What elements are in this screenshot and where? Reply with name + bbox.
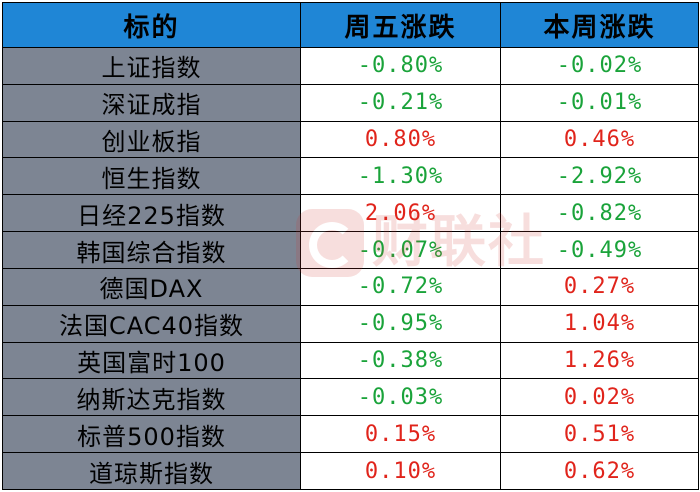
table-row: 英国富时100 -0.38% 1.26% — [2, 341, 699, 380]
table-row: 韩国综合指数 -0.07% -0.49% — [2, 231, 699, 269]
instrument-name: 德国DAX — [2, 267, 301, 306]
header-week-change: 本周涨跌 — [500, 2, 699, 48]
table-row: 道琼斯指数 0.10% 0.62% — [2, 452, 699, 490]
friday-change-value: -0.95% — [300, 304, 501, 343]
week-change-value: 0.46% — [500, 120, 699, 159]
week-change-value: 1.26% — [500, 341, 699, 380]
header-friday-change: 周五涨跌 — [300, 2, 501, 48]
table-row: 标普500指数 0.15% 0.51% — [2, 415, 699, 454]
table-row: 深证成指 -0.21% -0.01% — [2, 83, 699, 122]
instrument-name: 创业板指 — [2, 120, 301, 159]
table-header-row: 标的 周五涨跌 本周涨跌 — [2, 2, 699, 48]
week-change-value: -2.92% — [500, 157, 699, 196]
instrument-name: 恒生指数 — [2, 157, 301, 196]
friday-change-value: -0.21% — [300, 83, 501, 122]
table-row: 恒生指数 -1.30% -2.92% — [2, 157, 699, 196]
week-change-value: -0.82% — [500, 194, 699, 233]
friday-change-value: 0.80% — [300, 120, 501, 159]
week-change-value: -0.01% — [500, 83, 699, 122]
instrument-name: 日经225指数 — [2, 194, 301, 233]
table-row: 创业板指 0.80% 0.46% — [2, 120, 699, 159]
friday-change-value: 0.10% — [300, 452, 501, 490]
table-row: 法国CAC40指数 -0.95% 1.04% — [2, 304, 699, 343]
table-row: 德国DAX -0.72% 0.27% — [2, 267, 699, 306]
instrument-name: 标普500指数 — [2, 415, 301, 454]
week-change-value: -0.02% — [500, 47, 699, 85]
friday-change-value: -1.30% — [300, 157, 501, 196]
instrument-name: 英国富时100 — [2, 341, 301, 380]
table-row: 上证指数 -0.80% -0.02% — [2, 47, 699, 85]
friday-change-value: -0.72% — [300, 267, 501, 306]
instrument-name: 纳斯达克指数 — [2, 378, 301, 417]
friday-change-value: 0.15% — [300, 415, 501, 454]
table-row: 纳斯达克指数 -0.03% 0.02% — [2, 378, 699, 417]
table-row: 日经225指数 2.06% -0.82% — [2, 194, 699, 233]
friday-change-value: -0.80% — [300, 47, 501, 85]
week-change-value: 0.51% — [500, 415, 699, 454]
header-instrument: 标的 — [2, 2, 301, 48]
week-change-value: 1.04% — [500, 304, 699, 343]
friday-change-value: -0.07% — [300, 231, 501, 269]
instrument-name: 道琼斯指数 — [2, 452, 301, 490]
week-change-value: 0.27% — [500, 267, 699, 306]
instrument-name: 深证成指 — [2, 83, 301, 122]
instrument-name: 法国CAC40指数 — [2, 304, 301, 343]
friday-change-value: -0.03% — [300, 378, 501, 417]
week-change-value: 0.62% — [500, 452, 699, 490]
week-change-value: 0.02% — [500, 378, 699, 417]
friday-change-value: -0.38% — [300, 341, 501, 380]
instrument-name: 韩国综合指数 — [2, 231, 301, 269]
week-change-value: -0.49% — [500, 231, 699, 269]
friday-change-value: 2.06% — [300, 194, 501, 233]
instrument-name: 上证指数 — [2, 47, 301, 85]
